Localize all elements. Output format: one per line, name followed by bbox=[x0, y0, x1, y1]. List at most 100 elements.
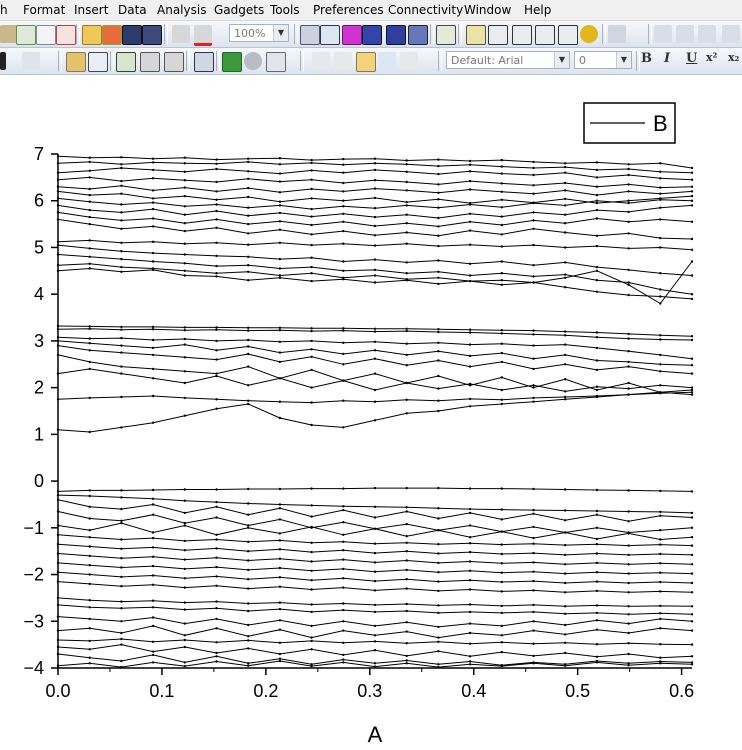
new-layer-icon[interactable] bbox=[266, 52, 286, 72]
grip-icon[interactable] bbox=[0, 25, 18, 43]
add-column-icon[interactable] bbox=[608, 25, 626, 43]
bold-button[interactable]: B bbox=[641, 51, 652, 66]
add-data-icon[interactable] bbox=[222, 52, 242, 72]
sum-icon[interactable] bbox=[676, 25, 694, 43]
save-icon[interactable] bbox=[122, 25, 142, 45]
zoom-select[interactable]: 100% ▼ bbox=[229, 24, 289, 42]
menu-item-insert[interactable]: Insert bbox=[74, 3, 109, 17]
subscript-button[interactable]: x₂ bbox=[728, 51, 740, 64]
superscript-button[interactable]: x² bbox=[706, 51, 718, 64]
legend[interactable]: B bbox=[583, 102, 676, 144]
graph-window[interactable]: 0.0 0.1 0.2 0.3 0.4 0.5 0.6 −4 −3 −2 −1 0 1 2 3 4 5 6 7 A… bbox=[0, 75, 742, 750]
menu-item-gadgets[interactable]: Gadgets bbox=[214, 3, 265, 17]
menu-item-help[interactable]: Help bbox=[524, 3, 552, 17]
new-worksheet-icon[interactable] bbox=[36, 25, 56, 45]
data-point bbox=[151, 650, 155, 653]
menu-item-connectivity[interactable]: Connectivity bbox=[388, 3, 464, 17]
data-point bbox=[278, 276, 282, 279]
data-point bbox=[310, 588, 313, 591]
import-multiple-icon[interactable] bbox=[140, 52, 160, 72]
sort-column-icon[interactable] bbox=[722, 25, 740, 43]
paste-icon[interactable] bbox=[356, 52, 376, 72]
stop-recalculate-icon[interactable] bbox=[194, 25, 212, 46]
font-select[interactable]: Default: Arial ▼ bbox=[446, 51, 570, 69]
import-excel-icon[interactable] bbox=[116, 52, 136, 72]
data-point bbox=[659, 338, 662, 341]
data-point bbox=[342, 329, 345, 332]
data-point bbox=[500, 611, 503, 615]
x-tick-label: 0.2 bbox=[253, 681, 278, 701]
fill-numbers-icon[interactable] bbox=[88, 52, 108, 72]
data-point bbox=[120, 192, 123, 195]
data-point bbox=[151, 394, 155, 398]
gear-icon[interactable] bbox=[580, 25, 598, 43]
data-point bbox=[373, 372, 377, 375]
print-icon[interactable] bbox=[300, 25, 320, 45]
data-point bbox=[405, 189, 408, 192]
results-log-icon[interactable] bbox=[466, 25, 486, 45]
open-folder-icon[interactable] bbox=[82, 25, 102, 45]
notes-icon[interactable] bbox=[535, 25, 555, 45]
slideshow-icon[interactable] bbox=[320, 25, 340, 45]
new-project-icon[interactable] bbox=[16, 25, 36, 45]
layer-icon[interactable] bbox=[408, 25, 428, 45]
menu-item-preferences[interactable]: Preferences bbox=[313, 3, 384, 17]
underline-button[interactable]: U bbox=[686, 51, 698, 66]
new-graph-icon[interactable] bbox=[56, 25, 76, 45]
recalculate-icon[interactable] bbox=[172, 25, 190, 43]
italic-button[interactable]: I bbox=[664, 51, 671, 66]
import-wizard-icon[interactable] bbox=[66, 52, 86, 72]
data-point bbox=[532, 561, 535, 564]
data-point bbox=[627, 489, 630, 492]
project-explorer-icon[interactable] bbox=[436, 25, 456, 45]
data-point bbox=[532, 281, 535, 284]
sort-icon[interactable] bbox=[698, 25, 716, 43]
duplicate-icon[interactable] bbox=[194, 52, 214, 72]
data-point bbox=[564, 591, 567, 594]
rescale-icon[interactable] bbox=[244, 52, 262, 70]
copy-icon[interactable] bbox=[334, 52, 352, 70]
data-point bbox=[659, 660, 662, 663]
find-icon[interactable] bbox=[488, 25, 508, 45]
data-point bbox=[342, 602, 345, 605]
data-point bbox=[532, 629, 535, 632]
layout-icon[interactable] bbox=[362, 25, 382, 45]
data-point bbox=[120, 575, 123, 579]
data-point bbox=[120, 325, 123, 329]
data-point bbox=[659, 643, 662, 646]
menu-item-window[interactable]: Window bbox=[464, 3, 512, 17]
menu-item-analysis[interactable]: Analysis bbox=[157, 3, 207, 17]
cut-icon[interactable] bbox=[312, 52, 330, 70]
data-point bbox=[437, 507, 440, 510]
menu-item-graph[interactable]: h bbox=[0, 3, 8, 17]
save-template-icon[interactable] bbox=[142, 25, 162, 45]
menu-item-tools[interactable]: Tools bbox=[270, 3, 300, 17]
undo-icon[interactable] bbox=[22, 52, 40, 70]
data-point bbox=[247, 243, 250, 246]
undo-arrow-icon[interactable] bbox=[378, 52, 396, 70]
menu-item-data[interactable]: Data bbox=[118, 3, 147, 17]
zoom-value: 100% bbox=[234, 27, 266, 40]
statistics-icon[interactable] bbox=[654, 25, 672, 43]
open-template-icon[interactable] bbox=[102, 25, 122, 45]
data-point bbox=[310, 550, 313, 554]
chevron-down-icon[interactable]: ▼ bbox=[554, 52, 569, 68]
merge-icon[interactable] bbox=[386, 25, 406, 45]
data-point bbox=[342, 558, 345, 561]
data-point bbox=[88, 494, 91, 498]
data-point bbox=[151, 555, 155, 558]
command-window-icon[interactable] bbox=[512, 25, 532, 45]
data-point bbox=[247, 559, 250, 562]
data-point bbox=[564, 553, 567, 557]
color-fill-icon[interactable] bbox=[342, 25, 362, 45]
data-point bbox=[120, 496, 123, 499]
chevron-down-icon[interactable]: ▼ bbox=[273, 25, 288, 41]
redo-arrow-icon[interactable] bbox=[400, 52, 418, 70]
import-single-icon[interactable] bbox=[164, 52, 184, 72]
script-window-icon[interactable] bbox=[558, 25, 578, 45]
font-size-select[interactable]: 0 ▼ bbox=[574, 51, 632, 69]
y-tick-label: 4 bbox=[34, 284, 44, 304]
menu-item-format[interactable]: Format bbox=[23, 3, 66, 17]
chevron-down-icon[interactable]: ▼ bbox=[616, 52, 631, 68]
grip-icon[interactable] bbox=[0, 52, 6, 70]
